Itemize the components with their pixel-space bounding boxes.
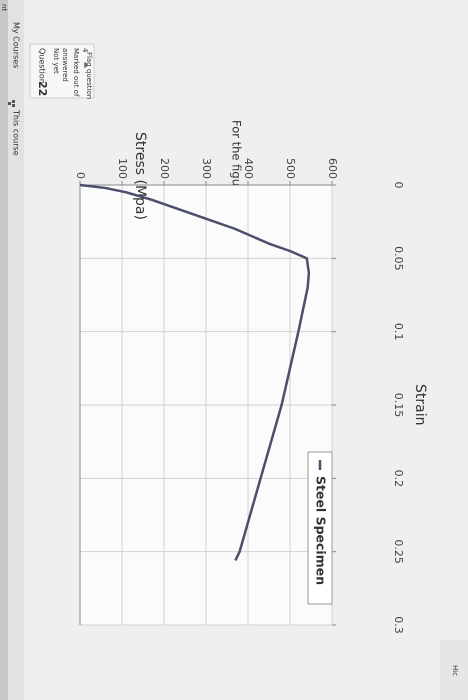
question-marks: Marked out of [72,48,80,97]
y-tick-label: 200 [158,158,171,179]
legend-box [307,451,333,605]
y-tick-label: 600 [326,158,339,179]
x-tick-label: 0.2 [392,470,405,488]
question-label: Question [38,48,47,84]
browser-bar [0,0,8,700]
question-info-box [29,43,95,99]
course-icon [8,100,15,107]
question-status: answered [61,48,69,82]
y-tick-label: 0 [74,172,87,179]
nav-link[interactable]: This course [12,109,21,156]
corner-panel [440,640,468,700]
question-number: 22 [36,81,49,96]
y-tick-label: 100 [116,158,129,179]
y-axis-title: Stress (Mpa) [132,132,148,220]
x-tick-label: 0.1 [392,323,405,341]
legend-label: Steel Specimen [314,476,329,585]
browser-tab-text: nt [0,4,8,11]
question-marks: 4 [81,48,89,53]
x-tick-label: 0.15 [392,393,405,418]
x-axis-title: Strain [412,384,428,425]
x-tick-label: 0 [392,182,405,189]
nav-link[interactable]: My Courses [12,22,21,68]
flag-question[interactable]: Flag question [85,52,93,99]
x-tick-label: 0.3 [392,616,405,634]
data-line [79,183,311,562]
x-tick-label: 0.05 [392,246,405,271]
x-tick-label: 0.25 [392,539,405,564]
question-status: Not yet [52,48,60,74]
y-tick-label: 400 [242,158,255,179]
y-tick-label: 300 [200,158,213,179]
y-tick-label: 500 [284,158,297,179]
flag-icon [84,62,87,68]
corner-text: Hic [451,665,459,676]
